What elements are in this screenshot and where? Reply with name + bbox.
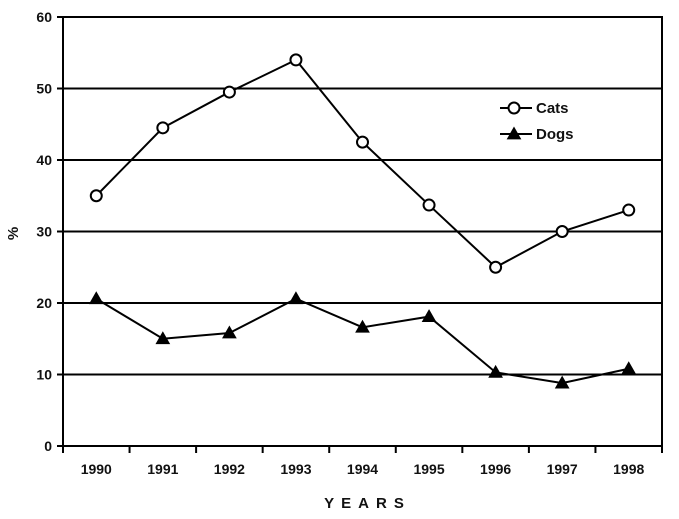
legend-item-dogs: Dogs [500,126,574,143]
x-tick-label-1998: 1998 [613,461,644,477]
y-axis-ticks: 0 10 20 30 40 50 60 [36,9,63,454]
point-cats-1993 [289,53,303,67]
y-tick-label-40: 40 [36,152,52,168]
x-tick-label-1990: 1990 [81,461,112,477]
y-tick-label-0: 0 [44,438,52,454]
x-tick-label-1995: 1995 [413,461,444,477]
point-cats-1998 [622,203,636,217]
series-cats [89,53,636,274]
legend-label-dogs: Dogs [536,126,574,143]
y-tick-label-10: 10 [36,367,52,383]
point-dogs-1996 [488,364,503,378]
legend: Cats Dogs [500,100,574,143]
x-axis-ticks: 1990 1991 1992 1993 1994 1995 1996 1997 1998 [62,446,663,477]
series-line-dogs [95,297,629,385]
point-dogs-1992 [222,325,237,339]
series-dogs [88,291,637,389]
y-axis-title: % [5,227,22,240]
point-dogs-1994 [355,319,370,333]
point-cats-1992 [222,85,236,99]
legend-marker-cats [507,101,521,115]
x-tick-label-1994: 1994 [347,461,378,477]
y-tick-label-30: 30 [36,224,52,240]
series-line-cats [95,58,630,269]
point-dogs-1995 [421,309,437,322]
y-tick-label-20: 20 [36,295,52,311]
x-tick-label-1993: 1993 [280,461,311,477]
point-cats-1991 [156,121,170,135]
y-tick-label-60: 60 [36,9,52,25]
legend-label-cats: Cats [536,100,569,117]
point-dogs-1997 [554,375,570,389]
point-dogs-1993 [288,291,304,305]
point-cats-1996 [489,260,503,274]
x-tick-label-1996: 1996 [480,461,511,477]
gridlines [63,87,662,376]
point-cats-1995 [422,198,436,212]
point-cats-1994 [356,135,369,149]
series-layer [88,53,637,389]
legend-item-cats: Cats [500,100,569,117]
x-tick-label-1997: 1997 [547,461,578,477]
point-cats-1997 [555,225,569,238]
point-dogs-1991 [155,331,171,345]
x-axis-title: YEARS [324,495,411,512]
y-tick-label-50: 50 [36,81,52,97]
point-cats-1990 [89,189,103,203]
point-dogs-1990 [88,291,104,305]
point-dogs-1998 [621,361,637,375]
x-tick-label-1991: 1991 [147,461,178,477]
legend-marker-dogs [506,126,522,140]
x-tick-label-1992: 1992 [214,461,245,477]
